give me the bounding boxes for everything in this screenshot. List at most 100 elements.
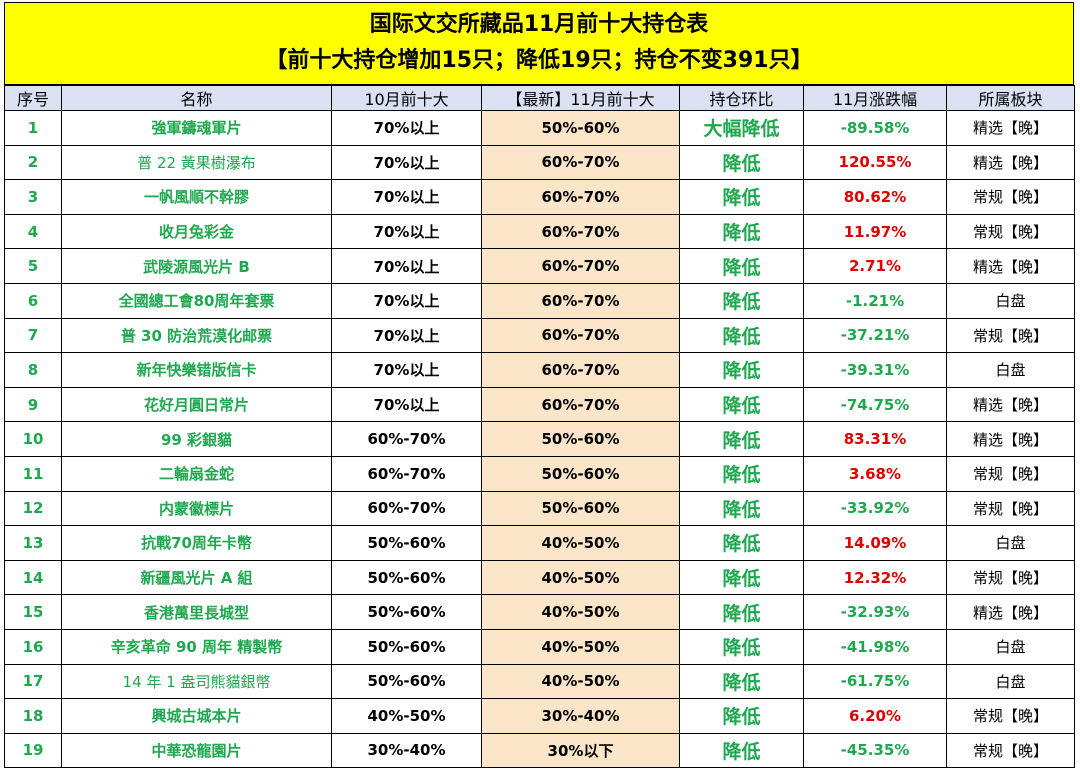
row-sector: 常规【晚】 [946, 490, 1075, 527]
row-oct-top10: 70%以上 [331, 317, 482, 354]
row-name: 新年快樂错版信卡 [61, 352, 332, 388]
table-row: 9 花好月圓日常片 70%以上 60%-70% 降低 -74.75% 精选【晚】 [4, 386, 1075, 423]
table-row: 10 99 彩銀貓 60%-70% 50%-60% 降低 83.31% 精选【晚】 [4, 421, 1075, 457]
row-nov-pct: -33.92% [803, 490, 947, 527]
row-index: 14 [4, 559, 62, 596]
row-sector: 常规【晚】 [946, 213, 1075, 250]
row-oct-top10: 70%以上 [331, 282, 482, 319]
row-oct-top10: 70%以上 [331, 213, 482, 250]
table-row: 4 收月兔彩金 70%以上 60%-70% 降低 11.97% 常规【晚】 [4, 213, 1075, 250]
row-name: 中華恐龍園片 [61, 732, 332, 769]
row-index: 12 [4, 490, 62, 527]
table-row: 18 興城古城本片 40%-50% 30%-40% 降低 6.20% 常规【晚】 [4, 698, 1075, 734]
row-index: 3 [4, 179, 62, 215]
row-nov-pct: 3.68% [803, 455, 947, 492]
row-index: 10 [4, 421, 62, 457]
row-name: 香港萬里長城型 [61, 594, 332, 630]
row-change: 降低 [679, 594, 804, 630]
row-sector: 常规【晚】 [946, 732, 1075, 769]
row-change: 降低 [679, 386, 804, 423]
table-row: 16 辛亥革命 90 周年 精製幣 50%-60% 40%-50% 降低 -41.98% 白… [4, 628, 1075, 665]
row-nov-top10: 60%-70% [481, 144, 680, 181]
row-change: 降低 [679, 663, 804, 700]
table-row: 1 強軍鑄魂軍片 70%以上 50%-60% 大幅降低 -89.58% 精选【晚】 [4, 110, 1075, 146]
row-sector: 白盘 [946, 525, 1075, 561]
table-row: 3 一帆風順不幹膠 70%以上 60%-70% 降低 80.62% 常规【晚】 [4, 179, 1075, 215]
row-name: 14 年 1 盎司熊貓銀幣 [61, 663, 332, 700]
row-nov-pct: -61.75% [803, 663, 947, 700]
row-nov-pct: -74.75% [803, 386, 947, 423]
row-index: 15 [4, 594, 62, 630]
row-nov-pct: 83.31% [803, 421, 947, 457]
row-sector: 精选【晚】 [946, 110, 1075, 146]
row-change: 降低 [679, 698, 804, 734]
holdings-table: 序号 名称 10月前十大 【最新】11月前十大 持仓环比 11月涨跌幅 所属板块… [4, 85, 1075, 769]
row-nov-pct: 120.55% [803, 144, 947, 181]
row-nov-top10: 60%-70% [481, 179, 680, 215]
row-nov-top10: 30%以下 [481, 732, 680, 769]
row-index: 13 [4, 525, 62, 561]
row-nov-pct: -1.21% [803, 282, 947, 319]
page-title: 国际文交所藏品11月前十大持仓表 [369, 12, 709, 37]
row-change: 降低 [679, 144, 804, 181]
row-index: 19 [4, 732, 62, 769]
row-nov-pct: 14.09% [803, 525, 947, 561]
header-row: 序号 名称 10月前十大 【最新】11月前十大 持仓环比 11月涨跌幅 所属板块 [4, 85, 1075, 111]
row-change: 降低 [679, 490, 804, 527]
row-nov-pct: -39.31% [803, 352, 947, 388]
row-nov-pct: -32.93% [803, 594, 947, 630]
table-row: 15 香港萬里長城型 50%-60% 40%-50% 降低 -32.93% 精选【晚】 [4, 594, 1075, 630]
row-nov-top10: 60%-70% [481, 248, 680, 284]
row-nov-top10: 40%-50% [481, 594, 680, 630]
row-name: 普 30 防治荒漠化邮票 [61, 317, 332, 354]
row-nov-top10: 50%-60% [481, 490, 680, 527]
table-row: 11 二輪扇金蛇 60%-70% 50%-60% 降低 3.68% 常规【晚】 [4, 455, 1075, 492]
row-change: 降低 [679, 282, 804, 319]
row-nov-pct: 12.32% [803, 559, 947, 596]
header-name: 名称 [61, 85, 332, 111]
row-nov-top10: 30%-40% [481, 698, 680, 734]
row-oct-top10: 60%-70% [331, 455, 482, 492]
row-change: 降低 [679, 559, 804, 596]
row-nov-pct: 6.20% [803, 698, 947, 734]
row-sector: 常规【晚】 [946, 559, 1075, 596]
row-nov-top10: 40%-50% [481, 525, 680, 561]
row-sector: 常规【晚】 [946, 317, 1075, 354]
row-oct-top10: 60%-70% [331, 421, 482, 457]
row-name: 全國總工會80周年套票 [61, 282, 332, 319]
row-oct-top10: 70%以上 [331, 179, 482, 215]
row-name: 内蒙徽標片 [61, 490, 332, 527]
row-change: 降低 [679, 628, 804, 665]
row-index: 5 [4, 248, 62, 284]
row-name: 99 彩銀貓 [61, 421, 332, 457]
holdings-sheet: 国际文交所藏品11月前十大持仓表 【前十大持仓增加15只；降低19只；持仓不变3… [4, 2, 1075, 769]
row-nov-pct: 2.71% [803, 248, 947, 284]
table-row: 17 14 年 1 盎司熊貓銀幣 50%-60% 40%-50% 降低 -61.75% 白盘 [4, 663, 1075, 700]
row-change: 降低 [679, 248, 804, 284]
row-name: 辛亥革命 90 周年 精製幣 [61, 628, 332, 665]
row-oct-top10: 50%-60% [331, 525, 482, 561]
row-change: 降低 [679, 525, 804, 561]
row-sector: 精选【晚】 [946, 248, 1075, 284]
row-name: 二輪扇金蛇 [61, 455, 332, 492]
row-oct-top10: 50%-60% [331, 559, 482, 596]
row-sector: 白盘 [946, 352, 1075, 388]
row-nov-top10: 40%-50% [481, 559, 680, 596]
row-change: 降低 [679, 421, 804, 457]
row-nov-top10: 60%-70% [481, 352, 680, 388]
row-oct-top10: 70%以上 [331, 386, 482, 423]
row-nov-top10: 60%-70% [481, 282, 680, 319]
row-nov-top10: 60%-70% [481, 317, 680, 354]
row-change: 降低 [679, 352, 804, 388]
row-index: 7 [4, 317, 62, 354]
row-name: 一帆風順不幹膠 [61, 179, 332, 215]
row-nov-pct: -45.35% [803, 732, 947, 769]
row-nov-top10: 50%-60% [481, 421, 680, 457]
table-row: 6 全國總工會80周年套票 70%以上 60%-70% 降低 -1.21% 白盘 [4, 282, 1075, 319]
row-name: 新疆風光片 A 組 [61, 559, 332, 596]
row-change: 大幅降低 [679, 110, 804, 146]
row-index: 8 [4, 352, 62, 388]
row-sector: 常规【晚】 [946, 698, 1075, 734]
row-index: 11 [4, 455, 62, 492]
